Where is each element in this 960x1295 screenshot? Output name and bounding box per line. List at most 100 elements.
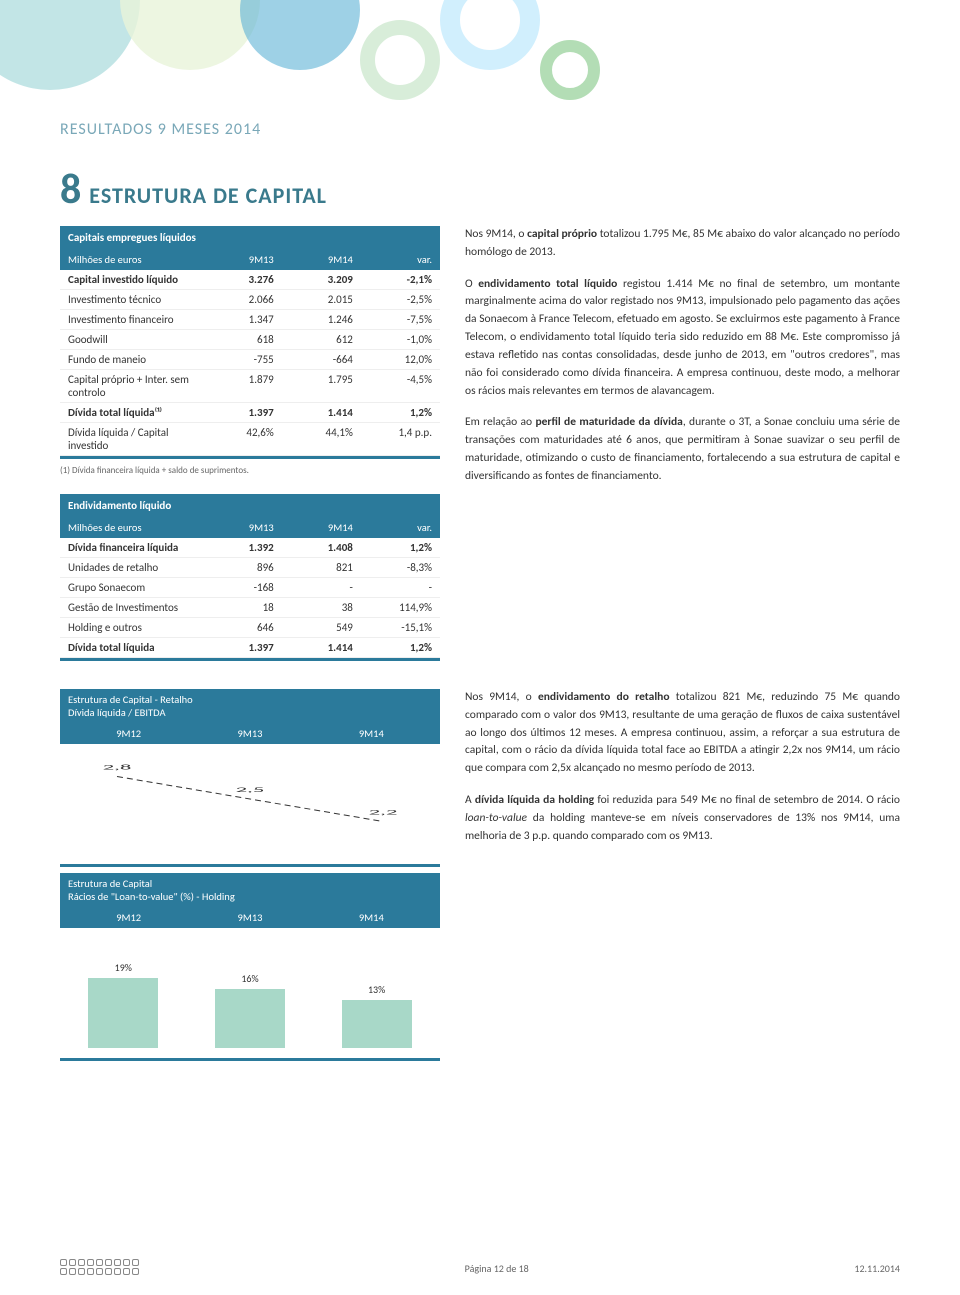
table-col-header: var. — [353, 521, 432, 534]
row-value: -7,5% — [353, 313, 432, 326]
table-row: Goodwill618612-1,0% — [60, 330, 440, 350]
page-number: Página 12 de 18 — [465, 1262, 529, 1275]
row-value: 12,0% — [353, 353, 432, 366]
row-label: Capital próprio + Inter. sem controlo — [68, 373, 195, 399]
bar-value-label: 19% — [115, 961, 132, 974]
chart-col-label: 9M13 — [189, 911, 310, 924]
row-value: -15,1% — [353, 621, 432, 634]
table-body: Dívida financeira líquida1.3921.4081,2%U… — [60, 538, 440, 658]
row-value: 3.276 — [195, 273, 274, 286]
table-bottom-rule — [60, 658, 440, 661]
section-number: 8 — [60, 169, 81, 211]
row-value: 114,9% — [353, 601, 432, 614]
row-value: - — [353, 581, 432, 594]
chart-bottom-rule — [60, 864, 440, 867]
row-value: 1.879 — [195, 373, 274, 399]
row-value: 646 — [195, 621, 274, 634]
table-row: Unidades de retalho896821-8,3% — [60, 558, 440, 578]
bar: 16% — [193, 972, 307, 1048]
table-row: Dívida financeira líquida1.3921.4081,2% — [60, 538, 440, 558]
chart-ltv-title: Estrutura de Capital Rácios de "Loan-to-… — [60, 873, 440, 907]
net-debt-table: Endividamento líquido Milhões de euros 9… — [60, 494, 440, 661]
ebitda-line-chart: 2,8 2,5 2,2 — [60, 754, 440, 844]
table-row: Capital investido líquido3.2763.209-2,1% — [60, 270, 440, 290]
body-paragraph: O endividamento total líquido registou 1… — [465, 276, 900, 401]
chart-title-line1: Estrutura de Capital — [68, 877, 432, 890]
row-value: 549 — [274, 621, 353, 634]
bar-rect — [215, 989, 285, 1048]
row-value: 2.066 — [195, 293, 274, 306]
row-label: Investimento técnico — [68, 293, 195, 306]
row-label: Dívida líquida / Capital investido — [68, 426, 195, 452]
table-col-header: 9M14 — [274, 253, 353, 266]
row-label: Grupo Sonaecom — [68, 581, 195, 594]
row-label: Fundo de maneio — [68, 353, 195, 366]
row-value: 1.795 — [274, 373, 353, 399]
chart-col-label: 9M13 — [189, 727, 310, 740]
table-header-label: Milhões de euros — [68, 521, 195, 534]
table-col-header: 9M13 — [195, 521, 274, 534]
row-value: 44,1% — [274, 426, 353, 452]
bar: 19% — [66, 961, 180, 1048]
row-value: 1.414 — [274, 406, 353, 419]
line-chart-svg: 2,8 2,5 2,2 — [60, 754, 440, 844]
row-value: -4,5% — [353, 373, 432, 399]
row-label: Unidades de retalho — [68, 561, 195, 574]
row-value: 38 — [274, 601, 353, 614]
capital-employed-table: Capitais empregues líquidos Milhões de e… — [60, 226, 440, 476]
bar-value-label: 16% — [241, 972, 258, 985]
bar-rect — [88, 978, 158, 1048]
table-col-header: 9M14 — [274, 521, 353, 534]
row-value: 1,2% — [353, 541, 432, 554]
row-label: Capital investido líquido — [68, 273, 195, 286]
row-label: Dívida financeira líquida — [68, 541, 195, 554]
row-value: 896 — [195, 561, 274, 574]
table-col-header: var. — [353, 253, 432, 266]
row-value: 612 — [274, 333, 353, 346]
section-title: ESTRUTURA DE CAPITAL — [89, 182, 327, 209]
row-label: Investimento financeiro — [68, 313, 195, 326]
body-paragraph: Em relação ao perfil de maturidade da dí… — [465, 414, 900, 485]
svg-text:2,8: 2,8 — [103, 763, 132, 771]
row-value: -1,0% — [353, 333, 432, 346]
chart-period-headers: 9M12 9M13 9M14 — [60, 907, 440, 928]
table-row: Investimento técnico2.0662.015-2,5% — [60, 290, 440, 310]
table-row: Dívida total líquida1.3971.4141,2% — [60, 638, 440, 658]
body-paragraph: A dívida líquida da holding foi reduzida… — [465, 792, 900, 845]
row-value: 1.408 — [274, 541, 353, 554]
table-row: Holding e outros646549-15,1% — [60, 618, 440, 638]
row-value: -168 — [195, 581, 274, 594]
page-date: 12.11.2014 — [854, 1262, 900, 1275]
row-label: Gestão de Investimentos — [68, 601, 195, 614]
chart-col-label: 9M14 — [311, 727, 432, 740]
svg-text:2,5: 2,5 — [236, 786, 265, 794]
row-value: 618 — [195, 333, 274, 346]
table-header-row: Milhões de euros 9M13 9M14 var. — [60, 517, 440, 538]
body-paragraph: Nos 9M14, o capital próprio totalizou 1.… — [465, 226, 900, 262]
table-footnote: (1) Dívida financeira líquida + saldo de… — [60, 465, 440, 476]
row-label: Goodwill — [68, 333, 195, 346]
svg-text:2,2: 2,2 — [369, 808, 398, 816]
table-header-row: Milhões de euros 9M13 9M14 var. — [60, 249, 440, 270]
chart-col-label: 9M14 — [311, 911, 432, 924]
chart-col-label: 9M12 — [68, 727, 189, 740]
table-row: Fundo de maneio-755-66412,0% — [60, 350, 440, 370]
chart-title-line1: Estrutura de Capital - Retalho — [68, 693, 432, 706]
row-value: -2,5% — [353, 293, 432, 306]
table-title: Capitais empregues líquidos — [60, 226, 440, 249]
row-value: 1.347 — [195, 313, 274, 326]
row-value: 1,4 p.p. — [353, 426, 432, 452]
chart-bottom-rule — [60, 1058, 440, 1061]
table-bottom-rule — [60, 456, 440, 459]
row-value: -664 — [274, 353, 353, 366]
bar: 13% — [320, 983, 434, 1048]
row-value: 821 — [274, 561, 353, 574]
row-value: 1.414 — [274, 641, 353, 654]
row-value: 3.209 — [274, 273, 353, 286]
page-subheader: RESULTADOS 9 MESES 2014 — [60, 120, 900, 139]
table-header-label: Milhões de euros — [68, 253, 195, 266]
row-value: -2,1% — [353, 273, 432, 286]
ltv-bar-chart: 19% 16% 13% — [60, 938, 440, 1048]
row-label: Dívida total líquida⁽¹⁾ — [68, 406, 195, 419]
row-value: 42,6% — [195, 426, 274, 452]
